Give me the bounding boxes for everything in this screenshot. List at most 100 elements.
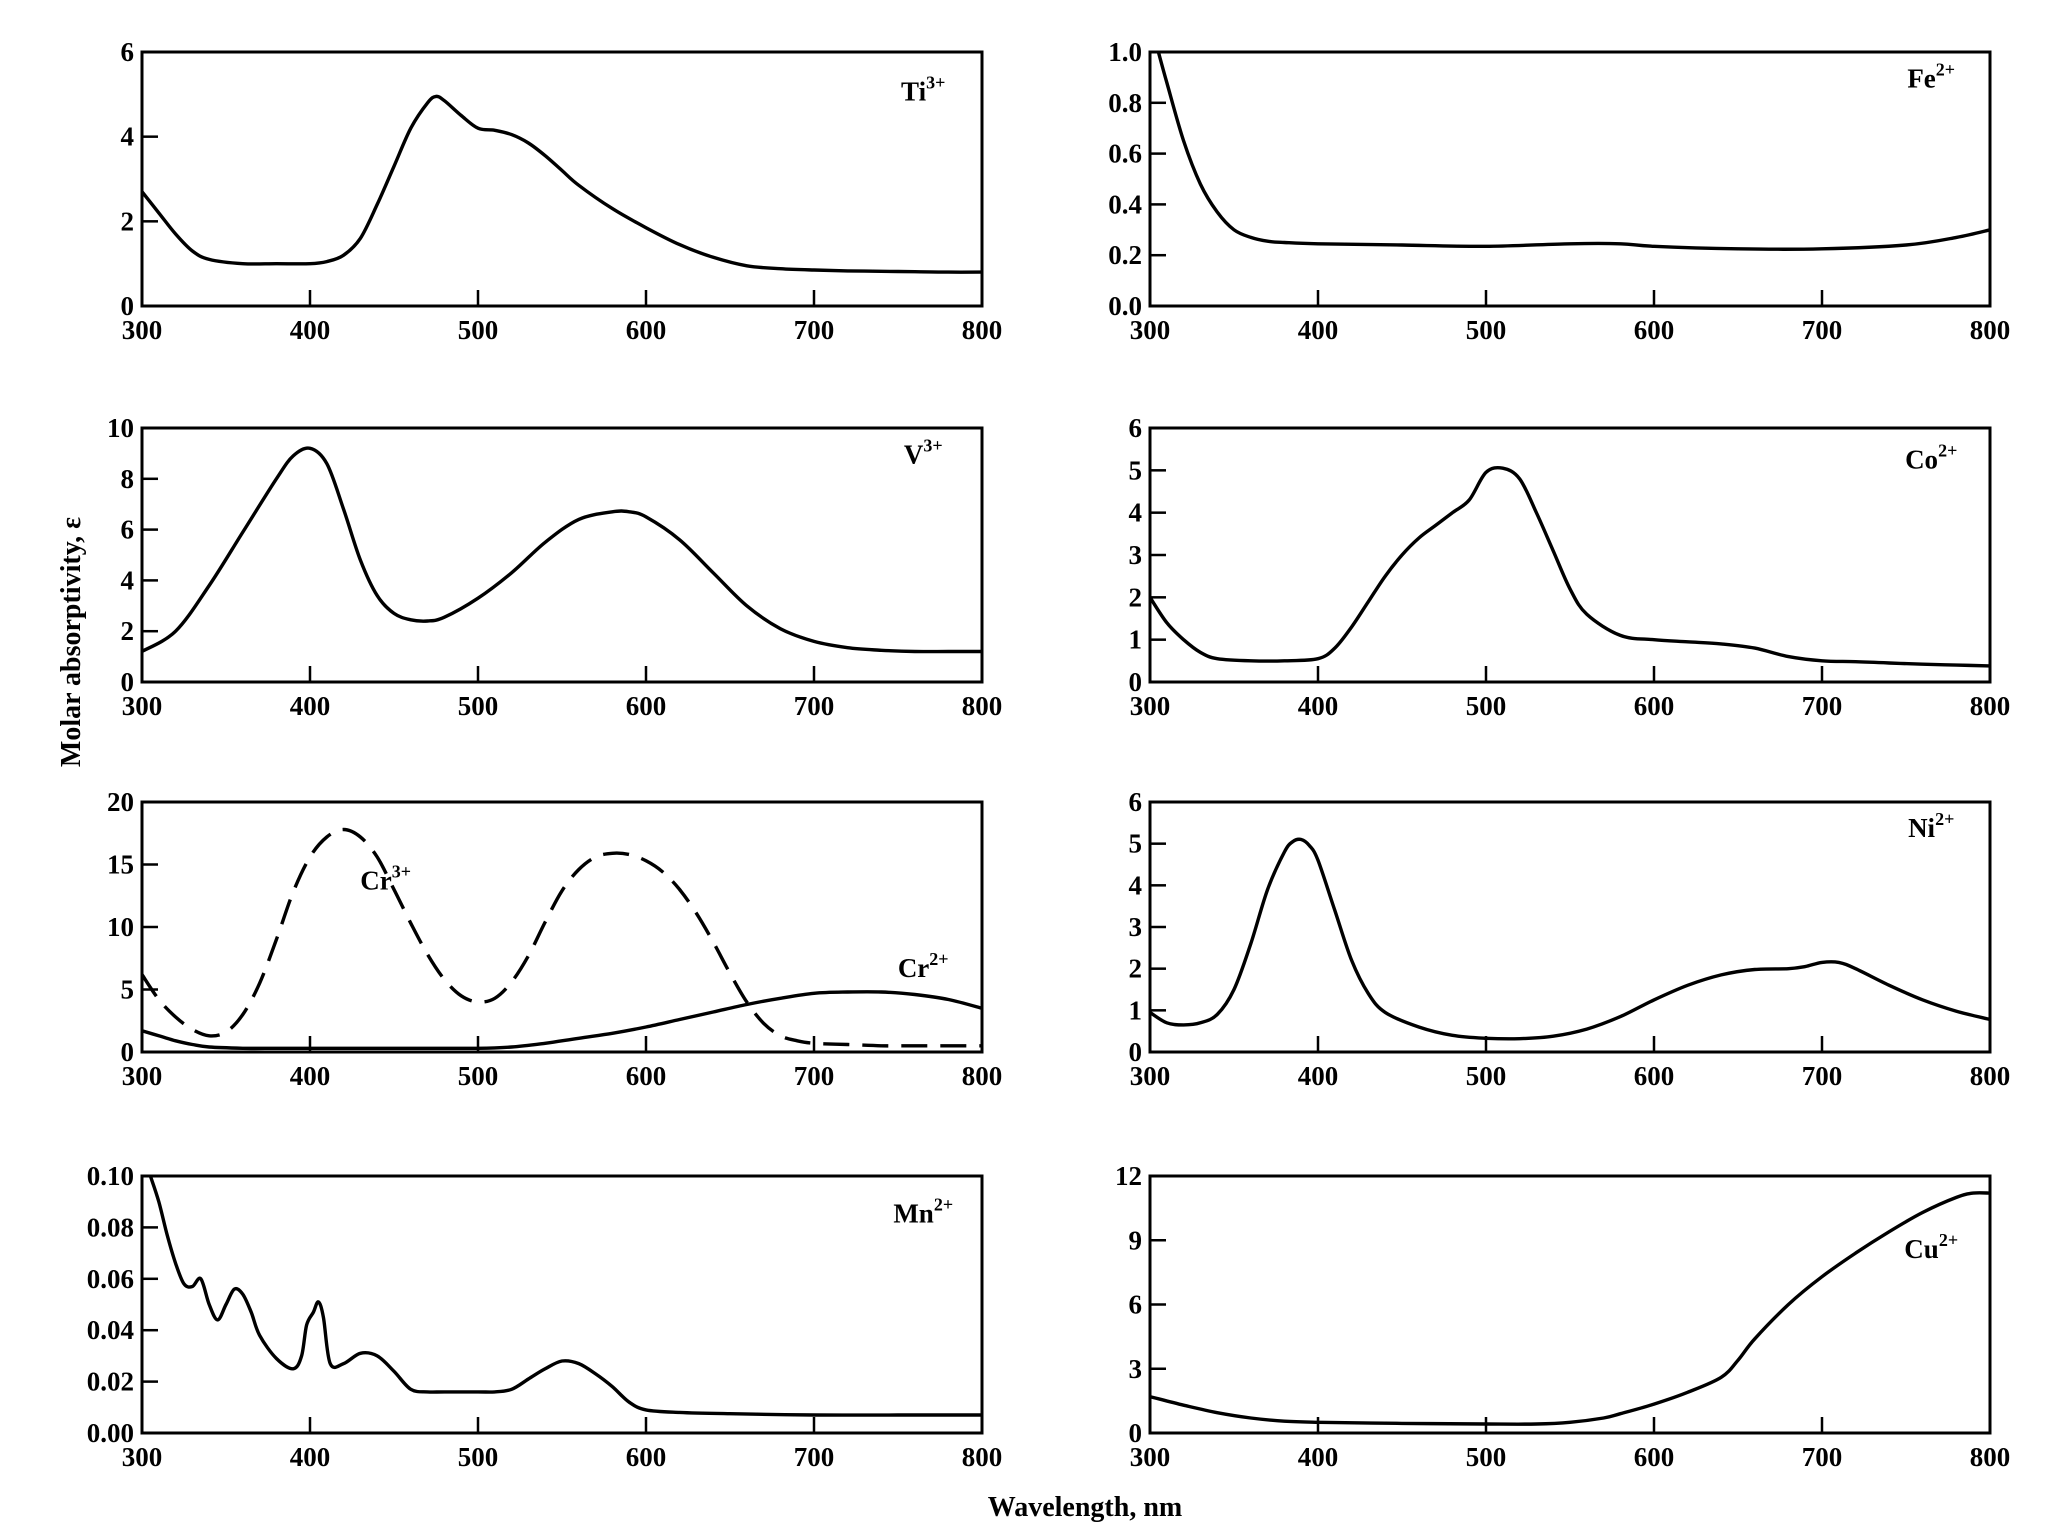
x-tick-label: 400 [290,1061,331,1091]
x-tick-label: 400 [1298,315,1339,345]
x-tick-label: 500 [458,691,499,721]
y-tick-label: 4 [1129,498,1143,528]
x-tick-label: 400 [290,1442,331,1472]
ion-label: Cu2+ [1904,1230,1958,1264]
x-tick-label: 500 [1466,1061,1507,1091]
series-line-co2plus [1148,466,1991,668]
ion-label: Ti3+ [901,72,945,106]
x-tick-label: 600 [626,1061,667,1091]
x-tick-label: 500 [1466,691,1507,721]
figure-xlabel: Wavelength, nm [988,1492,1182,1523]
x-tick-label: 700 [1802,1442,1843,1472]
y-tick-label: 6 [1129,787,1143,817]
x-tick-label: 700 [1802,691,1843,721]
plot-frame [1148,1174,1992,1435]
y-tick-label: 0.06 [87,1264,134,1294]
series-line-cr3plus [140,827,982,1048]
chart-panel: 300 400 500 600 700 800 0.00 0.02 0.04 0.06 0.08 0.… [87,1161,1003,1472]
x-tick-label: 700 [794,1061,835,1091]
y-tick-label: 0.02 [87,1367,134,1397]
x-tick-label: 300 [122,691,163,721]
y-tick-label: 0 [1129,1037,1143,1067]
ion-label: V3+ [904,436,943,470]
x-tick-label: 600 [626,1442,667,1472]
y-tick-label: 0.8 [1108,88,1142,118]
y-tick-label: 1.0 [1108,37,1142,67]
x-tick-label: 800 [962,1442,1003,1472]
series-line-ti3plus [140,94,983,274]
y-tick-label: 0.10 [87,1161,134,1191]
ion-label: Cr2+ [898,949,949,983]
series-line-cr2plus [141,990,983,1051]
chart-panel: 300 400 500 600 700 800 0 2 4 6 8 10 V3+ [107,413,1002,721]
x-tick-label: 800 [962,1061,1003,1091]
y-tick-label: 5 [121,975,135,1005]
x-tick-label: 400 [1298,1442,1339,1472]
y-tick-label: 10 [107,912,134,942]
y-tick-label: 4 [1129,870,1143,900]
plot-frame [140,426,984,684]
y-tick-label: 3 [1129,1354,1143,1384]
x-tick-label: 800 [1970,1061,2011,1091]
plot-frame [1148,426,1992,684]
y-tick-label: 20 [107,787,134,817]
ion-label: Co2+ [1905,441,1957,475]
series-line-mn2plus [148,1175,982,1417]
y-tick-label: 4 [121,122,135,152]
y-tick-label: 3 [1129,540,1143,570]
x-tick-label: 300 [1130,1442,1171,1472]
x-tick-label: 600 [1634,1061,1675,1091]
plot-frame [1148,50,1992,308]
y-tick-label: 6 [121,515,135,545]
y-tick-label: 0.0 [1108,291,1142,321]
x-tick-label: 400 [290,691,331,721]
y-tick-label: 2 [1129,582,1143,612]
x-tick-label: 700 [1802,1061,1843,1091]
y-tick-label: 0.6 [1108,139,1142,169]
series-line-cu2plus [1149,1191,1991,1426]
y-tick-label: 9 [1129,1225,1143,1255]
x-tick-label: 600 [1634,315,1675,345]
x-tick-label: 400 [1298,691,1339,721]
x-tick-label: 400 [1298,1061,1339,1091]
y-tick-label: 4 [121,565,135,595]
x-tick-label: 300 [122,1442,163,1472]
y-tick-label: 3 [1129,912,1143,942]
y-tick-label: 0 [121,667,135,697]
x-tick-label: 600 [1634,691,1675,721]
x-tick-label: 800 [1970,1442,2011,1472]
ion-label: Mn2+ [893,1194,953,1228]
chart-panel: 300 400 500 600 700 800 0.0 0.2 0.4 0.6 0.8 1.0 Fe2+ [1108,37,2010,345]
plot-frame [140,1174,984,1435]
y-tick-label: 0.2 [1108,240,1142,270]
y-tick-label: 6 [1129,1290,1143,1320]
y-tick-label: 1 [1129,995,1143,1025]
ion-label: Fe2+ [1907,60,1955,94]
ion-label: Cr3+ [360,862,411,896]
x-tick-label: 700 [794,1442,835,1472]
y-tick-label: 6 [121,37,135,67]
x-tick-label: 500 [1466,1442,1507,1472]
y-tick-label: 0.04 [87,1315,134,1345]
y-tick-label: 0 [121,291,135,321]
x-tick-label: 400 [290,315,331,345]
y-tick-label: 15 [107,850,134,880]
y-tick-label: 0 [121,1037,135,1067]
chart-panel: 300 400 500 600 700 800 0 2 4 6 Ti3+ [121,37,1003,345]
x-tick-label: 500 [458,1061,499,1091]
chart-panel: 300 400 500 600 700 800 0 3 6 9 12 Cu2+ [1115,1161,2010,1472]
chart-panel: 300 400 500 600 700 800 0 1 2 3 4 5 6 Ni2+ [1129,787,2011,1091]
y-tick-label: 6 [1129,413,1143,443]
x-tick-label: 300 [1130,1061,1171,1091]
plot-frame [140,50,984,308]
x-tick-label: 600 [1634,1442,1675,1472]
y-tick-label: 10 [107,413,134,443]
y-tick-label: 8 [121,464,135,494]
x-tick-label: 300 [1130,315,1171,345]
series-line-v3plus [141,446,982,654]
y-tick-label: 0 [1129,667,1143,697]
x-tick-label: 300 [122,315,163,345]
plot-frame [140,800,984,1054]
